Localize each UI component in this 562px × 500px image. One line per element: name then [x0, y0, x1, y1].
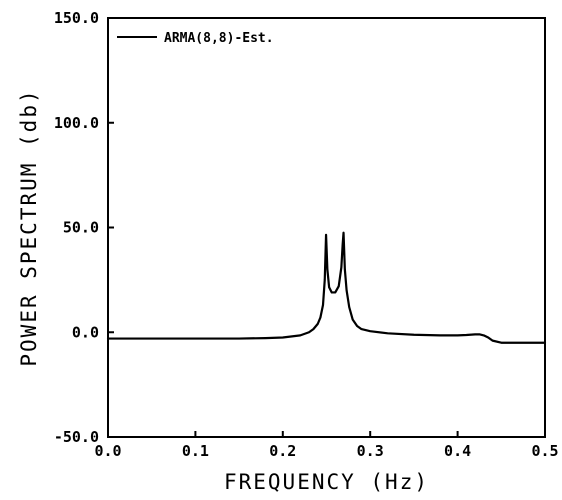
y-axis-title: POWER SPECTRUM (db)	[17, 88, 41, 366]
y-tick-label: 150.0	[54, 9, 99, 27]
x-tick-label: 0.2	[269, 442, 296, 460]
y-tick-label: 100.0	[54, 114, 99, 132]
series-line-arma-8-8-est	[106, 231, 547, 344]
x-axis-title: FREQUENCY (Hz)	[224, 470, 429, 494]
x-tick-label: 0.3	[357, 442, 384, 460]
series-layer	[106, 231, 547, 344]
x-tick-label: 0.5	[531, 442, 558, 460]
y-tick-label: -50.0	[54, 428, 99, 446]
x-tick-label: 0.0	[94, 442, 121, 460]
y-tick-label: 0.0	[72, 323, 99, 341]
x-tick-label: 0.4	[444, 442, 471, 460]
legend-label-arma-8-8-est: ARMA(8,8)-Est.	[164, 31, 274, 46]
x-tick-label: 0.1	[182, 442, 209, 460]
legend: ARMA(8,8)-Est.	[117, 31, 274, 46]
y-tick-label: 50.0	[63, 219, 99, 237]
plot-area-frame	[107, 17, 546, 438]
